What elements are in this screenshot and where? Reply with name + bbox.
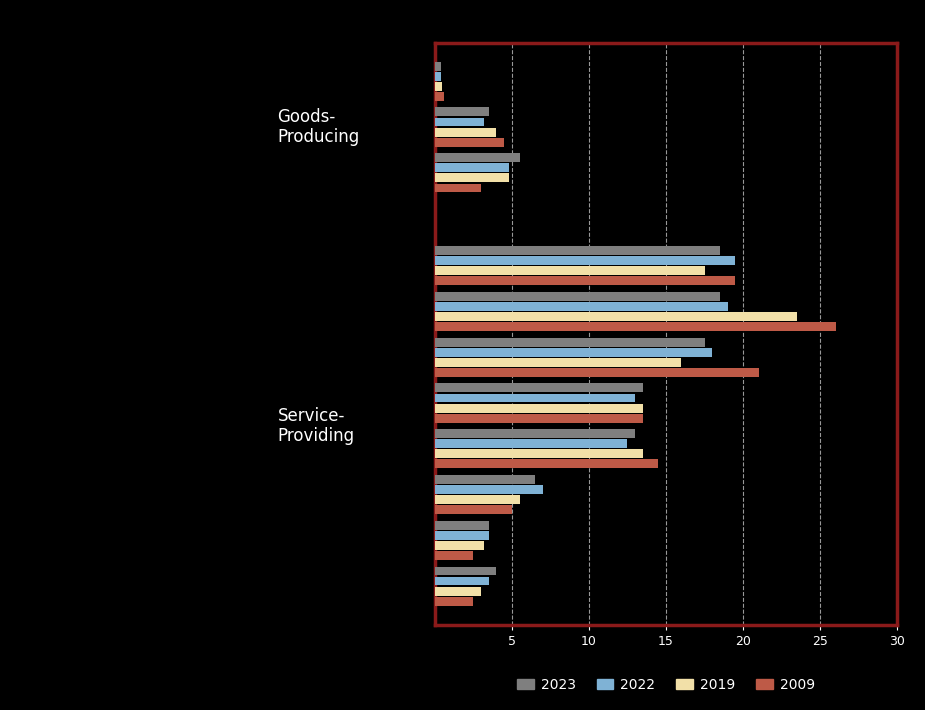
Bar xyxy=(435,92,444,101)
Bar xyxy=(435,383,643,393)
Bar xyxy=(435,62,441,70)
Bar xyxy=(435,138,504,147)
Bar xyxy=(435,393,635,403)
Bar xyxy=(435,292,720,301)
Bar xyxy=(435,338,705,346)
Bar xyxy=(435,586,481,596)
Bar xyxy=(435,173,509,182)
Bar xyxy=(435,153,520,162)
Bar xyxy=(435,541,484,550)
Bar xyxy=(435,266,705,275)
Bar xyxy=(435,430,635,438)
Bar xyxy=(435,302,728,311)
Bar xyxy=(435,184,481,192)
Bar xyxy=(435,118,484,126)
Bar xyxy=(435,439,627,448)
Bar xyxy=(435,475,535,484)
Bar xyxy=(435,368,758,377)
Bar xyxy=(435,107,488,116)
Bar xyxy=(435,567,497,575)
Bar xyxy=(435,276,735,285)
Bar xyxy=(435,459,659,469)
Bar xyxy=(435,520,488,530)
Bar xyxy=(435,128,497,136)
Bar xyxy=(435,403,643,413)
Bar xyxy=(435,597,474,606)
Bar xyxy=(435,495,520,504)
Bar xyxy=(435,485,543,494)
Bar xyxy=(435,82,442,91)
Text: Goods-
Producing: Goods- Producing xyxy=(278,108,360,146)
Bar xyxy=(435,577,488,586)
Bar xyxy=(435,256,735,265)
Bar xyxy=(435,531,488,540)
Bar xyxy=(435,163,509,173)
Bar xyxy=(435,449,643,458)
Text: Service-
Providing: Service- Providing xyxy=(278,407,354,445)
Legend: 2023, 2022, 2019, 2009: 2023, 2022, 2019, 2009 xyxy=(512,672,820,698)
Bar xyxy=(435,348,712,356)
Bar xyxy=(435,322,835,331)
Bar xyxy=(435,506,512,514)
Bar xyxy=(435,72,441,81)
Bar xyxy=(435,358,682,367)
Bar xyxy=(435,312,797,321)
Bar xyxy=(435,551,474,560)
Bar xyxy=(435,414,643,422)
Bar xyxy=(435,246,720,255)
